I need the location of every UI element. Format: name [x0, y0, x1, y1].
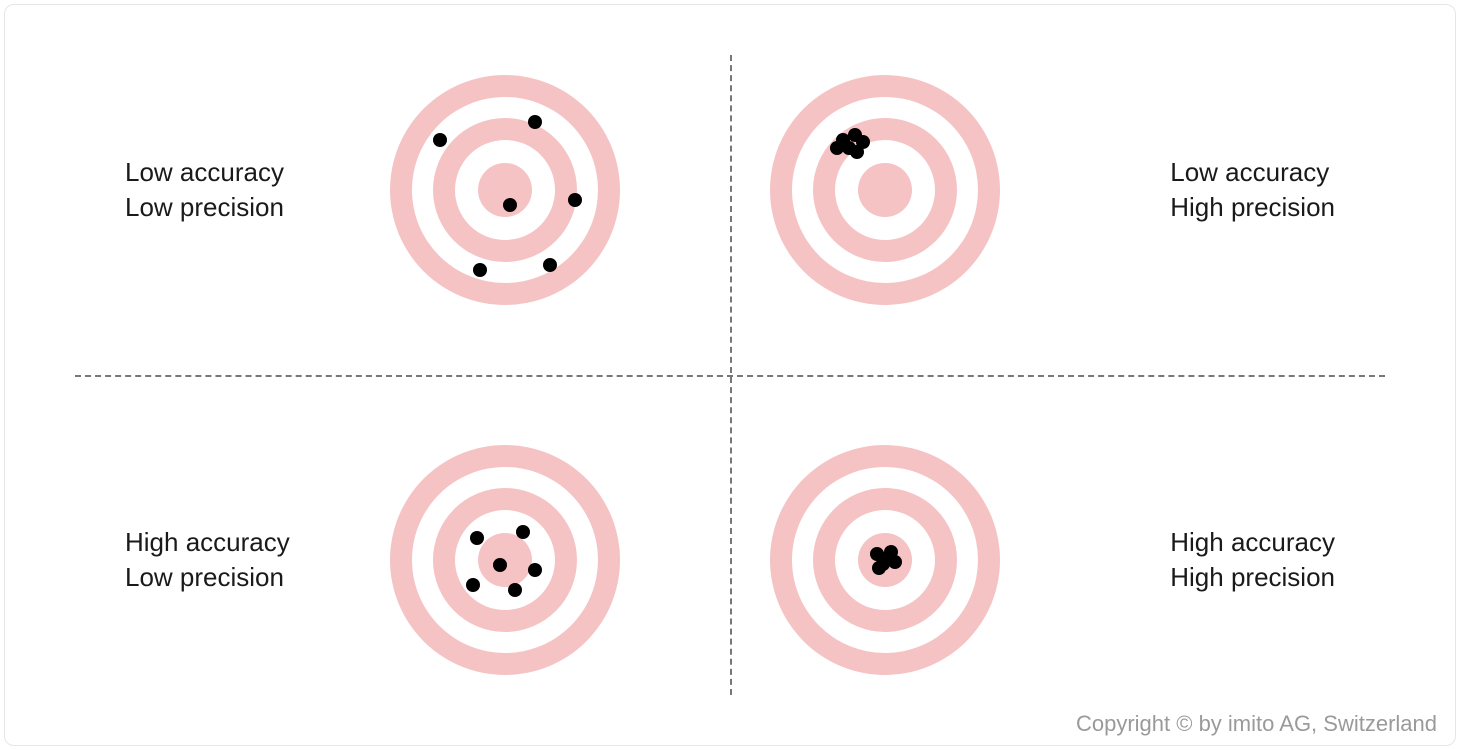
data-point	[493, 558, 507, 572]
data-point	[473, 263, 487, 277]
label-line1: High accuracy	[125, 527, 290, 557]
label-top-right: Low accuracy High precision	[1170, 155, 1335, 225]
copyright-text: Copyright © by imito AG, Switzerland	[1076, 711, 1437, 737]
data-point	[850, 145, 864, 159]
data-point	[872, 561, 886, 575]
diagram-frame: Low accuracy Low precision Low accuracy …	[4, 4, 1456, 746]
target-bottom-left	[390, 445, 620, 675]
data-point	[503, 198, 517, 212]
label-line2: Low precision	[125, 192, 284, 222]
data-point	[508, 583, 522, 597]
target-bottom-right	[770, 445, 1000, 675]
quadrant-bottom-right: High accuracy High precision	[730, 375, 1455, 745]
quadrant-bottom-left: High accuracy Low precision	[5, 375, 730, 745]
label-line2: Low precision	[125, 562, 284, 592]
target-top-right	[770, 75, 1000, 305]
data-point	[466, 578, 480, 592]
data-point	[470, 531, 484, 545]
label-bottom-right: High accuracy High precision	[1170, 525, 1335, 595]
target-top-left	[390, 75, 620, 305]
label-line1: High accuracy	[1170, 527, 1335, 557]
data-point	[528, 563, 542, 577]
label-line2: High precision	[1170, 562, 1335, 592]
data-point	[830, 141, 844, 155]
data-point	[528, 115, 542, 129]
label-line1: Low accuracy	[1170, 157, 1329, 187]
data-point	[543, 258, 557, 272]
data-point	[516, 525, 530, 539]
data-point	[433, 133, 447, 147]
quadrant-top-left: Low accuracy Low precision	[5, 5, 730, 375]
label-bottom-left: High accuracy Low precision	[125, 525, 290, 595]
data-point	[568, 193, 582, 207]
label-line1: Low accuracy	[125, 157, 284, 187]
label-line2: High precision	[1170, 192, 1335, 222]
quadrant-top-right: Low accuracy High precision	[730, 5, 1455, 375]
label-top-left: Low accuracy Low precision	[125, 155, 284, 225]
